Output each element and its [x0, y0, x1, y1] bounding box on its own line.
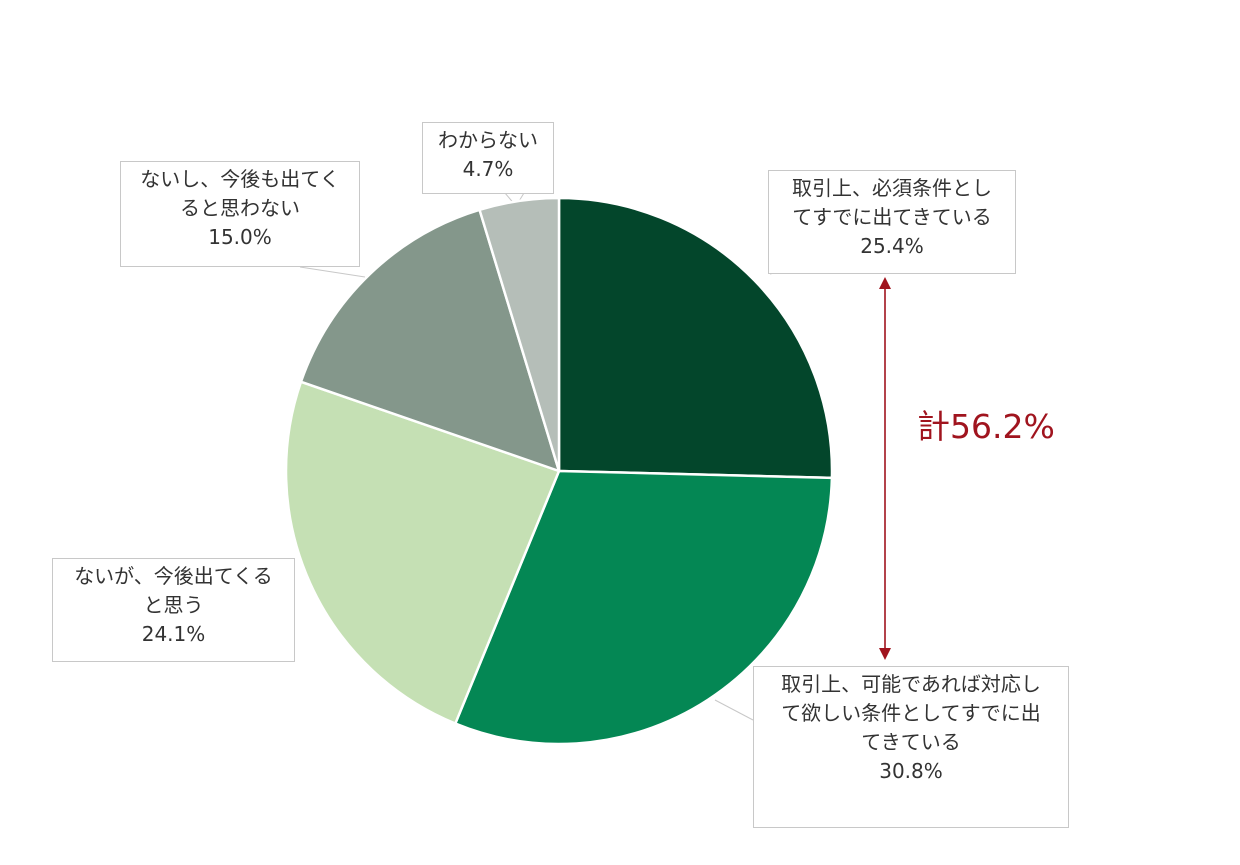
slice-unknown: [478, 196, 561, 473]
callout-label-line: ないし、今後も出てく: [140, 167, 340, 191]
callout-label-line: てきている: [861, 730, 961, 754]
callout-value: 15.0%: [208, 225, 272, 249]
callout-label-line: わからない: [438, 128, 538, 152]
callout-label-line: ると思わない: [180, 196, 300, 220]
slice-not-expected: [299, 208, 561, 473]
callout-value: 30.8%: [879, 759, 943, 783]
callout-label-line: ないが、今後出てくる: [74, 564, 273, 588]
callout-label-line: と思う: [143, 593, 204, 617]
callout-not-expected: ないし、今後も出てく ると思わない 15.0%: [120, 161, 360, 267]
callout-label-line: て欲しい条件としてすでに出: [781, 701, 1041, 725]
callout-value: 25.4%: [860, 234, 924, 258]
callout-label-line: てすでに出てきている: [792, 205, 992, 229]
pie-slices: [284, 196, 834, 746]
bracket-arrow-top: [879, 277, 891, 289]
slice-preferred-already: [454, 469, 834, 746]
callout-value: 4.7%: [462, 157, 514, 181]
callout-required-already: 取引上、必須条件とし てすでに出てきている 25.4%: [768, 170, 1016, 274]
bracket-arrow-bottom: [879, 648, 891, 660]
callout-expected-future: ないが、今後出てくる と思う 24.1%: [52, 558, 295, 662]
callout-preferred-already: 取引上、可能であれば対応し て欲しい条件としてすでに出 てきている 30.8%: [753, 666, 1069, 828]
total-annotation: 計56.2%: [917, 407, 1055, 446]
callout-label-line: 取引上、可能であれば対応し: [781, 672, 1041, 696]
leader-line: [299, 266, 366, 278]
leader-line: [714, 699, 754, 721]
callout-value: 24.1%: [141, 622, 206, 646]
callout-label-line: 取引上、必須条件とし: [792, 176, 992, 200]
callout-unknown: わからない 4.7%: [422, 122, 554, 194]
slice-required-already: [557, 196, 834, 480]
slice-expected-future: [284, 380, 561, 725]
total-bracket: [879, 277, 891, 660]
